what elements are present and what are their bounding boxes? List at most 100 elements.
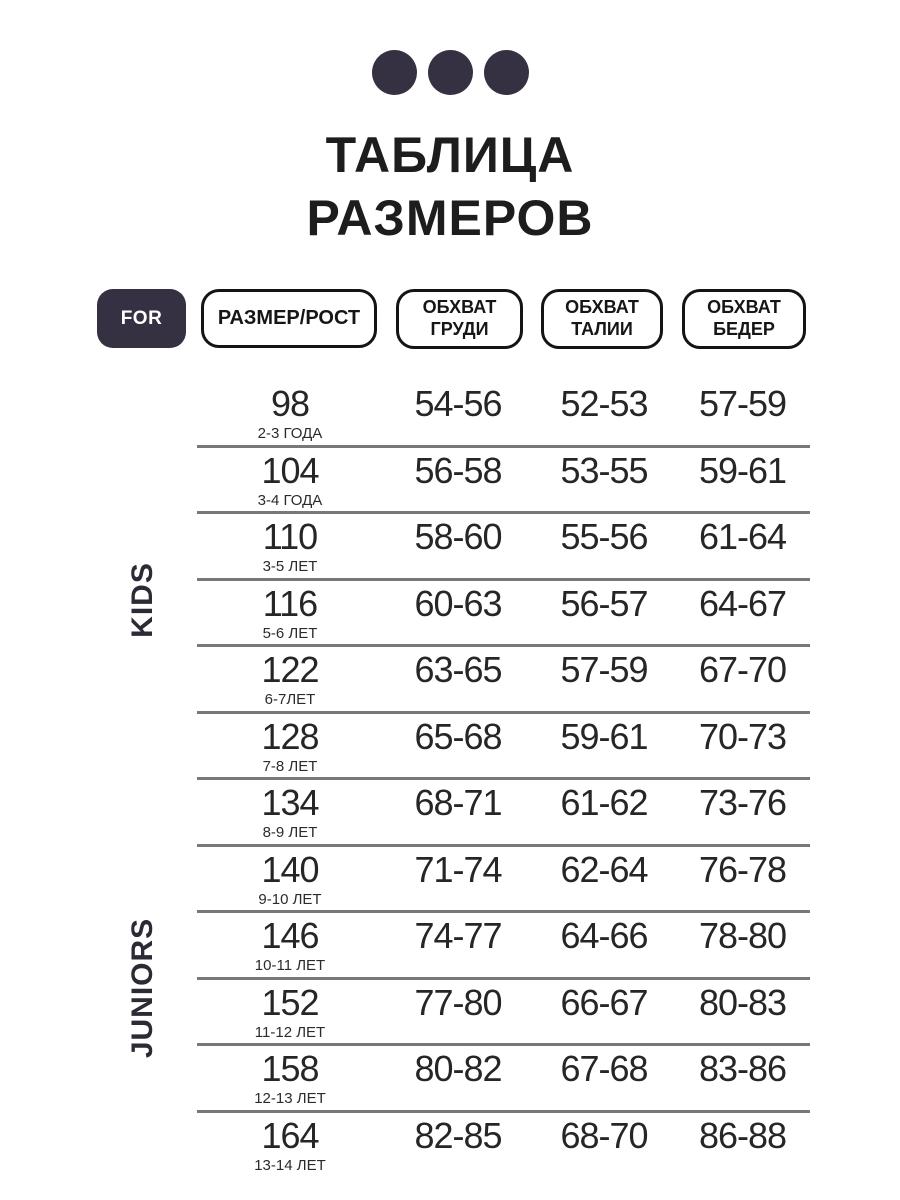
size-value: 158: [261, 1048, 319, 1089]
brand-dot-icon: [371, 50, 417, 95]
group-label-kids: KIDS: [126, 562, 159, 638]
table-row: 122 6-7ЛЕТ 63-65 57-59 67-70: [197, 647, 810, 714]
size-value: 152: [261, 981, 319, 1023]
chest-value: 58-60: [414, 516, 502, 557]
waist-value: 64-66: [560, 915, 648, 956]
size-value: 164: [261, 1114, 319, 1156]
size-value: 116: [262, 582, 318, 624]
group-label-juniors: JUNIORS: [126, 917, 159, 1059]
waist-value: 52-53: [560, 383, 648, 424]
size-cell: 98 2-3 ГОДА: [197, 386, 383, 445]
table-row: 152 11-12 ЛЕТ 77-80 66-67 80-83: [197, 980, 810, 1046]
column-header-hips: ОБХВАТ БЕДЕР: [682, 289, 806, 349]
waist-value: 59-61: [560, 715, 648, 757]
hips-value: 80-83: [698, 981, 787, 1023]
size-cell: 164 13-14 ЛЕТ: [197, 1114, 383, 1180]
waist-value: 53-55: [560, 449, 648, 491]
table-row: 116 5-6 ЛЕТ 60-63 56-57 64-67: [197, 581, 810, 647]
column-header-waist: ОБХВАТ ТАЛИИ: [541, 289, 663, 349]
waist-value: 61-62: [560, 782, 648, 823]
column-header-chest-line2: ГРУДИ: [430, 319, 489, 339]
column-header-chest-line1: ОБХВАТ: [422, 297, 497, 318]
size-cell: 152 11-12 ЛЕТ: [197, 981, 383, 1044]
size-cell: 134 8-9 ЛЕТ: [197, 785, 383, 844]
hips-value: 83-86: [698, 1048, 787, 1089]
size-cell: 122 6-7ЛЕТ: [197, 652, 383, 711]
chest-value: 63-65: [414, 649, 502, 690]
chest-value: 56-58: [414, 449, 502, 491]
column-header-size: РАЗМЕР/РОСТ: [201, 289, 377, 348]
chest-value: 65-68: [414, 715, 502, 757]
age-label: 3-4 ГОДА: [257, 491, 323, 509]
table-row: 104 3-4 ГОДА 56-58 53-55 59-61: [197, 448, 810, 514]
size-cell: 128 7-8 ЛЕТ: [197, 715, 383, 778]
column-header-waist-line2: ТАЛИИ: [571, 319, 633, 339]
waist-value: 62-64: [560, 848, 648, 890]
hips-value: 61-64: [698, 516, 787, 557]
column-header-waist-line1: ОБХВАТ: [565, 297, 639, 318]
column-header-hips-line2: БЕДЕР: [713, 319, 775, 339]
age-label: 11-12 ЛЕТ: [254, 1023, 326, 1041]
chest-value: 68-71: [414, 782, 502, 823]
age-label: 3-5 ЛЕТ: [262, 558, 318, 575]
chest-value: 60-63: [414, 582, 502, 624]
waist-value: 57-59: [560, 649, 648, 690]
size-cell: 104 3-4 ГОДА: [197, 449, 383, 512]
table-row: 140 9-10 ЛЕТ 71-74 62-64 76-78: [197, 847, 810, 913]
waist-value: 56-57: [560, 582, 648, 624]
table-row: 146 10-11 ЛЕТ 74-77 64-66 78-80: [197, 913, 810, 980]
table-row: 98 2-3 ГОДА 54-56 52-53 57-59: [197, 381, 810, 448]
age-label: 9-10 ЛЕТ: [258, 890, 322, 908]
table-row: 164 13-14 ЛЕТ 82-85 68-70 86-88: [197, 1113, 810, 1180]
size-value: 122: [261, 649, 319, 690]
table-row: 158 12-13 ЛЕТ 80-82 67-68 83-86: [197, 1046, 810, 1113]
size-value: 104: [261, 449, 319, 491]
age-label: 8-9 ЛЕТ: [262, 824, 318, 841]
age-label: 13-14 ЛЕТ: [254, 1156, 326, 1174]
brand-dot-icon: [483, 50, 529, 95]
age-label: 5-6 ЛЕТ: [262, 624, 318, 642]
hips-value: 67-70: [698, 649, 787, 690]
size-value: 146: [261, 915, 319, 956]
table-row: 128 7-8 ЛЕТ 65-68 59-61 70-73: [197, 714, 810, 780]
page-title: ТАБЛИЦА РАЗМЕРОВ: [0, 124, 900, 250]
hips-value: 78-80: [698, 915, 787, 956]
table-body: 98 2-3 ГОДА 54-56 52-53 57-59 104 3-4 ГОДА 56-5…: [197, 381, 810, 1179]
size-cell: 146 10-11 ЛЕТ: [197, 918, 383, 977]
hips-value: 70-73: [698, 715, 787, 757]
waist-value: 55-56: [560, 516, 648, 557]
size-value: 128: [261, 715, 319, 757]
page-title-line1: ТАБЛИЦА: [325, 127, 575, 183]
age-label: 12-13 ЛЕТ: [254, 1090, 326, 1107]
table-row: 110 3-5 ЛЕТ 58-60 55-56 61-64: [197, 514, 810, 581]
age-label: 2-3 ГОДА: [257, 425, 323, 442]
chest-value: 77-80: [414, 981, 502, 1023]
column-header-chest: ОБХВАТ ГРУДИ: [396, 289, 523, 349]
brand-dot-icon: [427, 50, 473, 95]
waist-value: 66-67: [560, 981, 648, 1023]
column-header-hips-line1: ОБХВАТ: [707, 297, 781, 318]
size-value: 134: [261, 782, 319, 823]
hips-value: 73-76: [698, 782, 787, 823]
size-cell: 158 12-13 ЛЕТ: [197, 1051, 383, 1110]
age-label: 10-11 ЛЕТ: [254, 957, 326, 974]
size-value: 98: [270, 383, 310, 424]
age-label: 6-7ЛЕТ: [264, 691, 316, 708]
size-value: 110: [262, 516, 318, 557]
chest-value: 54-56: [414, 383, 502, 424]
chest-value: 80-82: [414, 1048, 502, 1089]
chest-value: 74-77: [414, 915, 502, 956]
waist-value: 67-68: [560, 1048, 648, 1089]
page-title-line2: РАЗМЕРОВ: [306, 190, 594, 246]
size-cell: 140 9-10 ЛЕТ: [197, 851, 383, 911]
age-label: 7-8 ЛЕТ: [262, 757, 318, 775]
column-header-size-label: РАЗМЕР/РОСТ: [217, 307, 361, 330]
hips-value: 76-78: [698, 848, 787, 890]
chest-value: 82-85: [414, 1114, 502, 1156]
size-cell: 116 5-6 ЛЕТ: [197, 582, 383, 645]
for-badge: FOR: [97, 289, 186, 348]
hips-value: 59-61: [698, 449, 787, 491]
hips-value: 64-67: [698, 582, 787, 624]
waist-value: 68-70: [560, 1114, 648, 1156]
